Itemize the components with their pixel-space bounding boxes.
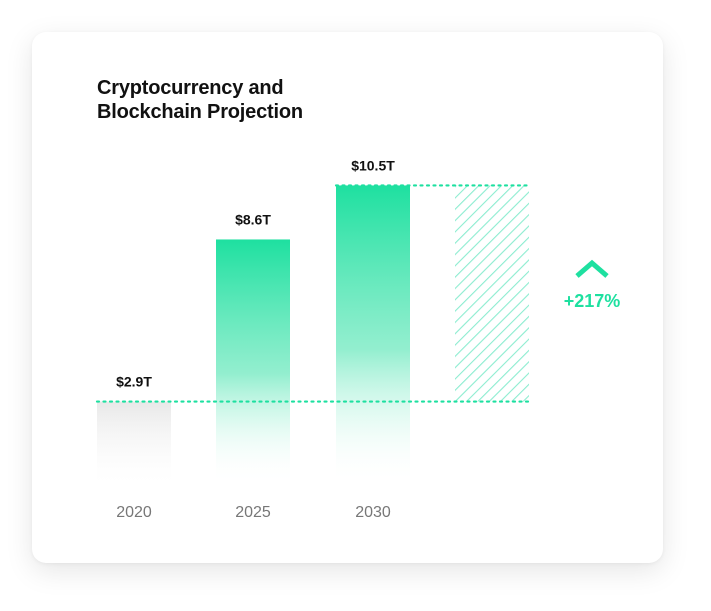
bar-2020 bbox=[97, 401, 171, 484]
projection-hatch bbox=[455, 185, 529, 402]
value-label-2025: $8.6T bbox=[235, 211, 271, 227]
chart-title-line-2: Blockchain Projection bbox=[97, 101, 303, 123]
bar-2025 bbox=[216, 239, 290, 484]
chart-title: Cryptocurrency and Blockchain Projection bbox=[97, 76, 303, 124]
value-label-2030: $10.5T bbox=[351, 157, 395, 173]
bar-chart: $2.9T 2020 $8.6T 2025 $10.5T 2030 +217% bbox=[95, 157, 621, 521]
value-label-2020: $2.9T bbox=[116, 374, 152, 390]
x-tick-2030: 2030 bbox=[355, 504, 391, 521]
chart-card: Cryptocurrency and Blockchain Projection… bbox=[32, 32, 663, 563]
x-tick-2025: 2025 bbox=[235, 504, 271, 521]
chevron-up-icon bbox=[575, 259, 609, 278]
x-tick-2020: 2020 bbox=[116, 504, 152, 521]
growth-percentage: +217% bbox=[564, 291, 621, 311]
chart-title-line-1: Cryptocurrency and bbox=[97, 77, 284, 99]
bar-2030 bbox=[336, 185, 410, 484]
